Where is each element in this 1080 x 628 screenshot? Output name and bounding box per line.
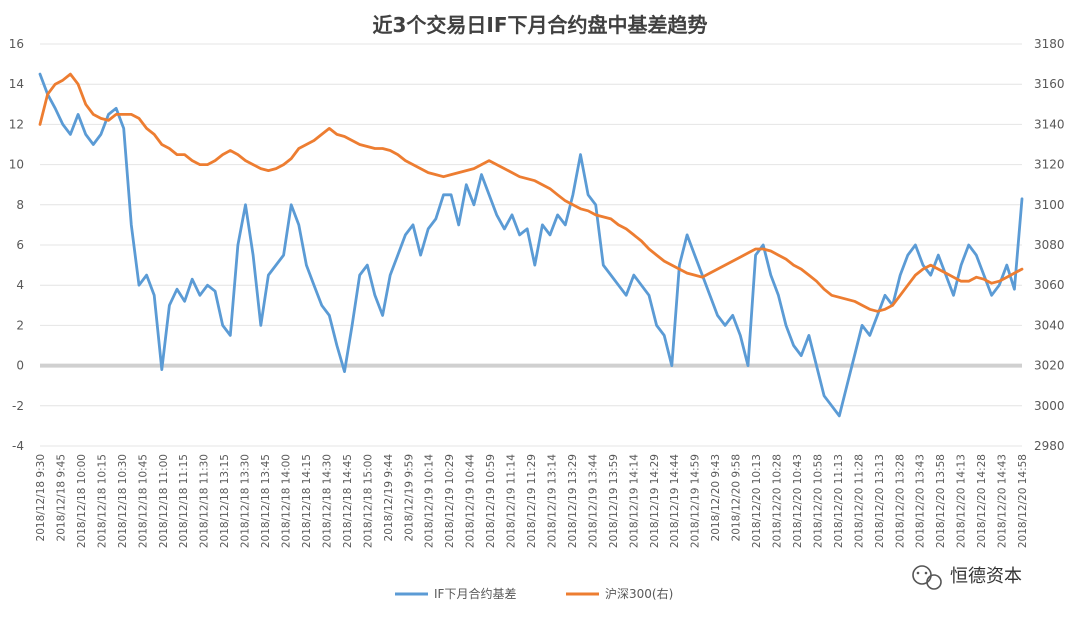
left-y-axis: -4 -2 0 2 4 6 8 10 12 14 16 <box>9 37 24 453</box>
x-axis-tick-label: 2018/12/19 13:44 <box>587 454 599 548</box>
left-axis-tick-label: 12 <box>9 117 24 131</box>
left-axis-tick-label: 16 <box>9 37 24 51</box>
legend-label-basis: IF下月合约基差 <box>434 586 516 601</box>
x-axis-tick-label: 2018/12/18 14:45 <box>342 454 354 548</box>
x-axis-tick-label: 2018/12/19 10:14 <box>424 454 436 548</box>
x-axis-tick-label: 2018/12/18 13:30 <box>240 454 252 548</box>
right-axis-tick-label: 3120 <box>1034 158 1065 172</box>
x-axis-tick-label: 2018/12/18 9:30 <box>35 454 47 541</box>
x-axis-tick-label: 2018/12/20 10:28 <box>772 454 784 548</box>
x-axis-tick-label: 2018/12/20 11:13 <box>833 454 845 548</box>
right-axis-tick-label: 3020 <box>1034 359 1065 373</box>
x-axis-tick-label: 2018/12/20 14:58 <box>1017 454 1029 548</box>
right-axis-tick-label: 3060 <box>1034 278 1065 292</box>
x-axis-tick-label: 2018/12/18 11:00 <box>158 454 170 548</box>
x-axis-tick-label: 2018/12/19 11:14 <box>506 454 518 548</box>
right-axis-tick-label: 3080 <box>1034 238 1065 252</box>
series-line-basis <box>38 72 1024 418</box>
x-axis-tick-label: 2018/12/20 13:58 <box>935 454 947 548</box>
right-axis-tick-label: 3140 <box>1034 117 1065 131</box>
x-axis-tick-label: 2018/12/20 14:28 <box>976 454 988 548</box>
right-axis-tick-label: 3040 <box>1034 318 1065 332</box>
x-axis-tick-label: 2018/12/19 10:59 <box>485 454 497 548</box>
x-axis-tick-label: 2018/12/19 13:14 <box>546 454 558 548</box>
left-axis-tick-label: -2 <box>12 399 24 413</box>
x-axis-tick-label: 2018/12/18 14:00 <box>281 454 293 548</box>
x-axis-tick-label: 2018/12/20 11:28 <box>853 454 865 548</box>
x-axis-tick-label: 2018/12/20 10:58 <box>812 454 824 548</box>
x-axis-tick-label: 2018/12/19 14:59 <box>690 454 702 548</box>
x-axis-tick-label: 2018/12/18 10:45 <box>137 454 149 548</box>
right-axis-tick-label: 3180 <box>1034 37 1065 51</box>
x-axis-tick-label: 2018/12/18 11:30 <box>199 454 211 548</box>
x-axis-tick-label: 2018/12/18 10:00 <box>76 454 88 548</box>
x-axis-tick-label: 2018/12/19 14:14 <box>628 454 640 548</box>
left-axis-tick-label: -4 <box>12 439 24 453</box>
series-layer <box>38 72 1024 418</box>
x-axis-tick-label: 2018/12/18 14:15 <box>301 454 313 548</box>
legend-label-hs300: 沪深300(右) <box>605 586 673 601</box>
x-axis-tick-label: 2018/12/19 13:29 <box>567 454 579 548</box>
x-axis-tick-label: 2018/12/19 14:29 <box>649 454 661 548</box>
x-axis-tick-label: 2018/12/19 10:44 <box>465 454 477 548</box>
x-axis-tick-label: 2018/12/19 10:29 <box>444 454 456 548</box>
x-axis-tick-label: 2018/12/19 11:29 <box>526 454 538 548</box>
wechat-icon <box>912 565 942 590</box>
x-axis-tick-label: 2018/12/18 10:30 <box>117 454 129 548</box>
x-axis-tick-label: 2018/12/19 9:44 <box>383 454 395 542</box>
x-axis: 2018/12/18 9:30 2018/12/18 9:45 2018/12/18… <box>35 454 1029 548</box>
x-axis-tick-label: 2018/12/19 9:59 <box>403 454 415 541</box>
right-axis-tick-label: 2980 <box>1034 439 1065 453</box>
left-axis-tick-label: 6 <box>16 238 24 252</box>
x-axis-tick-label: 2018/12/20 13:43 <box>915 454 927 548</box>
x-axis-tick-label: 2018/12/20 14:43 <box>997 454 1009 548</box>
left-axis-tick-label: 8 <box>16 198 24 212</box>
x-axis-tick-label: 2018/12/18 11:15 <box>178 454 190 548</box>
x-axis-tick-label: 2018/12/19 14:44 <box>669 454 681 548</box>
watermark-text: 恒德资本 <box>950 566 1022 587</box>
x-axis-tick-label: 2018/12/18 15:00 <box>362 454 374 548</box>
x-axis-tick-label: 2018/12/20 13:28 <box>894 454 906 548</box>
right-axis-tick-label: 3160 <box>1034 77 1065 91</box>
x-axis-tick-label: 2018/12/20 14:13 <box>956 454 968 548</box>
chart-title: 近3个交易日IF下月合约盘中基差趋势 <box>372 13 707 37</box>
right-y-axis: 2980 3000 3020 3040 3060 3080 3100 3120 3140 3160… <box>1034 37 1065 453</box>
x-axis-tick-label: 2018/12/20 9:58 <box>731 454 743 541</box>
x-axis-tick-label: 2018/12/18 10:15 <box>96 454 108 548</box>
x-axis-tick-label: 2018/12/18 9:45 <box>55 454 67 541</box>
left-axis-tick-label: 10 <box>9 158 24 172</box>
left-axis-tick-label: 2 <box>16 318 24 332</box>
x-axis-tick-label: 2018/12/19 13:59 <box>608 454 620 548</box>
x-axis-tick-label: 2018/12/18 14:30 <box>321 454 333 548</box>
x-axis-tick-label: 2018/12/20 10:43 <box>792 454 804 548</box>
legend: IF下月合约基差 沪深300(右) <box>395 586 673 601</box>
left-axis-tick-label: 14 <box>9 77 24 91</box>
x-axis-tick-label: 2018/12/20 10:13 <box>751 454 763 548</box>
watermark: 恒德资本 <box>912 565 1022 590</box>
right-axis-tick-label: 3000 <box>1034 399 1065 413</box>
x-axis-tick-label: 2018/12/18 13:45 <box>260 454 272 548</box>
series-line-hs300 <box>38 72 1024 313</box>
right-axis-tick-label: 3100 <box>1034 198 1065 212</box>
x-axis-tick-label: 2018/12/18 13:15 <box>219 454 231 548</box>
left-axis-tick-label: 0 <box>16 359 24 373</box>
x-axis-tick-label: 2018/12/20 13:13 <box>874 454 886 548</box>
left-axis-tick-label: 4 <box>16 278 24 292</box>
x-axis-tick-label: 2018/12/20 9:43 <box>710 454 722 541</box>
